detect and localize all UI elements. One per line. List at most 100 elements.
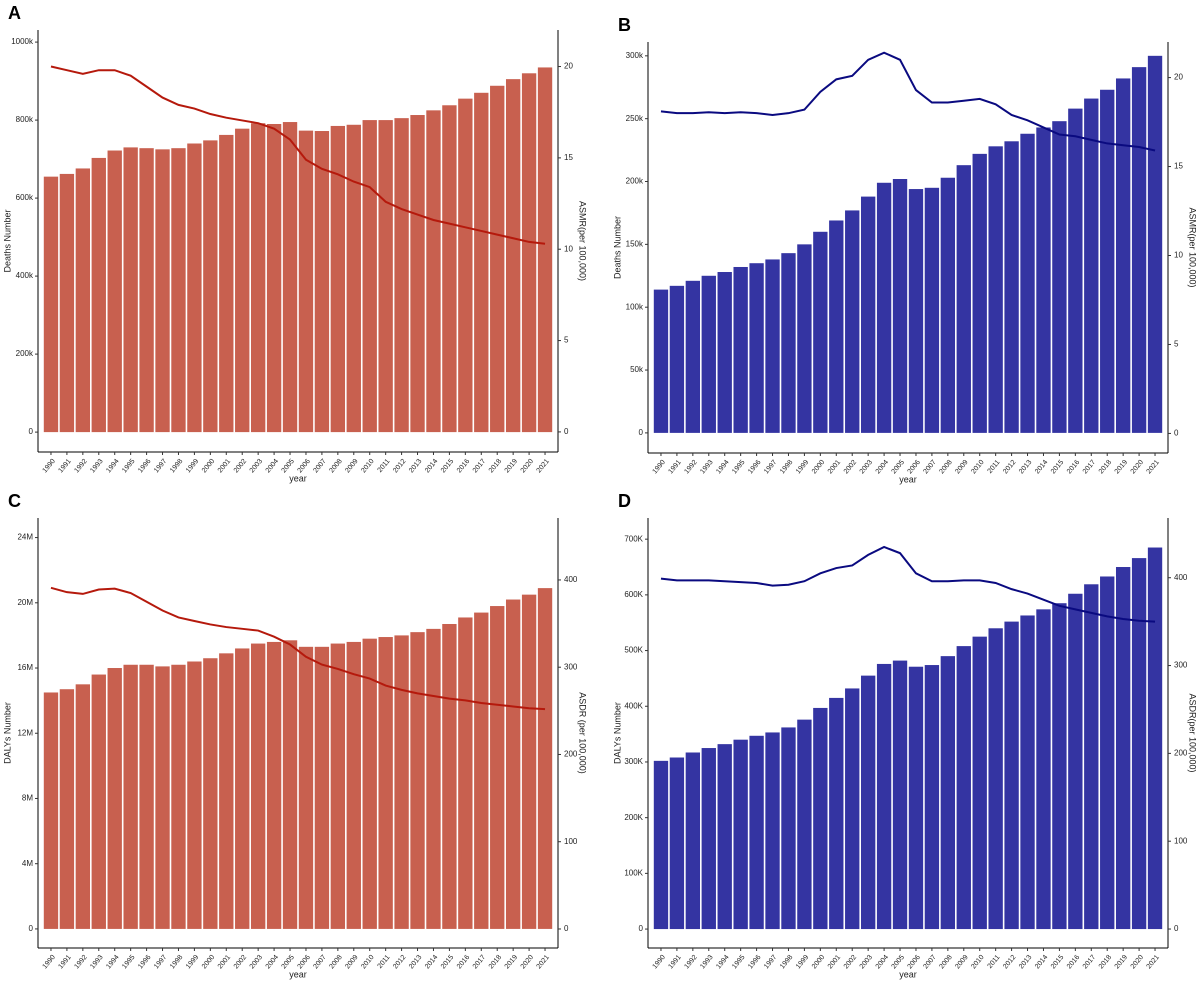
y-tick-label: 600K: [624, 590, 643, 599]
bar: [1147, 547, 1163, 930]
x-tick-label: 1997: [763, 954, 778, 971]
bar: [426, 110, 441, 433]
x-axis-title: year: [899, 474, 917, 484]
bar: [442, 105, 457, 433]
x-tick-label: 2006: [297, 458, 312, 475]
x-tick-label: 2003: [249, 458, 264, 475]
bar: [749, 263, 764, 433]
x-tick-label: 2021: [1146, 954, 1161, 971]
x-tick-label: 2007: [312, 458, 327, 475]
bar: [701, 275, 716, 433]
bar: [749, 735, 764, 930]
bar: [1084, 584, 1099, 930]
x-tick-label: 2001: [217, 458, 232, 475]
x-tick-label: 2009: [344, 458, 359, 475]
bar: [330, 125, 346, 433]
x-tick-label: 2017: [1082, 954, 1097, 971]
y-tick-label: 12M: [17, 728, 33, 737]
x-tick-label: 1993: [699, 954, 714, 971]
x-tick-label: 1990: [42, 458, 57, 475]
y-tick-label: 500K: [624, 646, 643, 655]
y-tick-label: 400K: [624, 701, 643, 710]
y2-tick-label: 200: [1174, 748, 1188, 757]
panel-label: D: [618, 491, 631, 511]
y-tick-label: 200k: [16, 349, 34, 358]
bar: [59, 173, 75, 433]
bar: [1036, 609, 1051, 930]
x-tick-label: 1993: [89, 954, 104, 971]
bar: [410, 632, 425, 929]
bar: [171, 148, 186, 433]
bar: [1036, 127, 1051, 433]
x-tick-label: 2012: [392, 954, 407, 971]
y2-axis-title: ASDR (per 100,000): [578, 692, 588, 774]
x-tick-label: 2015: [440, 458, 455, 475]
x-tick-label: 2003: [249, 954, 264, 971]
x-tick-label: 2021: [536, 458, 551, 475]
y2-tick-label: 5: [564, 336, 569, 345]
bar: [653, 760, 669, 930]
bar: [1084, 98, 1099, 433]
x-tick-label: 2001: [217, 954, 232, 971]
x-tick-label: 1990: [42, 954, 57, 971]
bar: [187, 661, 202, 929]
bar: [490, 606, 505, 929]
x-tick-label: 2011: [987, 954, 1002, 970]
bar: [442, 623, 457, 929]
y2-tick-label: 20: [564, 62, 573, 71]
bar: [474, 92, 489, 433]
bar: [940, 656, 956, 930]
x-tick-label: 2021: [536, 954, 551, 971]
x-tick-label: 2014: [1034, 459, 1049, 476]
x-tick-label: 2013: [408, 458, 423, 475]
bar: [394, 118, 409, 433]
y-tick-label: 200K: [624, 813, 643, 822]
bar: [521, 73, 537, 433]
bar: [505, 599, 521, 929]
y2-tick-label: 400: [1174, 573, 1188, 582]
bar: [765, 732, 780, 930]
bar: [940, 177, 956, 433]
x-tick-label: 2007: [312, 954, 327, 971]
bar: [458, 98, 473, 433]
x-tick-label: 1996: [137, 458, 152, 475]
bar: [123, 664, 138, 929]
panel-label: B: [618, 15, 631, 35]
x-tick-label: 2000: [811, 459, 826, 476]
x-tick-label: 1998: [169, 458, 184, 475]
x-tick-label: 1993: [699, 459, 714, 476]
x-tick-label: 1996: [747, 459, 762, 476]
bar: [91, 674, 106, 929]
bar: [298, 646, 314, 929]
x-tick-label: 2006: [297, 954, 312, 971]
y-axis-title: Deaths Number: [612, 216, 622, 279]
bar: [362, 120, 377, 433]
bar: [797, 244, 812, 433]
bar: [43, 692, 59, 929]
bar: [956, 165, 971, 433]
bar: [733, 266, 748, 433]
x-tick-label: 2004: [265, 954, 280, 971]
y-tick-label: 150k: [626, 239, 644, 248]
bar: [378, 637, 393, 929]
x-tick-label: 1998: [779, 954, 794, 971]
bar: [235, 128, 250, 433]
x-tick-label: 2004: [265, 458, 280, 475]
x-tick-label: 2005: [281, 458, 296, 475]
x-tick-label: 2008: [328, 458, 343, 475]
x-tick-label: 2010: [970, 954, 985, 971]
y2-tick-label: 15: [1174, 162, 1183, 171]
x-tick-label: 2000: [811, 954, 826, 971]
x-tick-label: 2014: [424, 954, 439, 971]
x-tick-label: 2003: [859, 459, 874, 476]
x-tick-label: 1999: [795, 954, 810, 971]
x-tick-label: 2019: [1114, 459, 1129, 476]
x-tick-label: 2012: [1002, 459, 1017, 476]
y2-tick-label: 400: [564, 575, 578, 584]
bar: [91, 157, 106, 433]
bar: [219, 653, 234, 929]
x-tick-label: 2015: [1050, 954, 1065, 971]
x-tick-label: 2002: [843, 459, 858, 476]
